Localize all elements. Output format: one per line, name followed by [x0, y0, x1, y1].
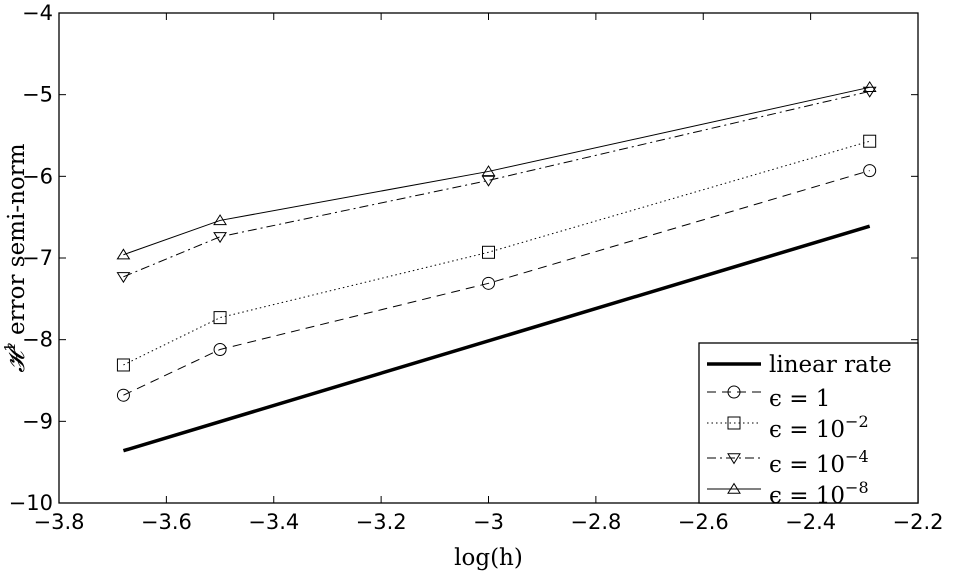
- triangle-up-marker: [727, 482, 741, 494]
- y-axis-label-sup: 1: [1, 342, 19, 352]
- y-tick-label: −5: [22, 83, 53, 107]
- legend-label-exponent: −2: [845, 412, 869, 431]
- y-tick-label: −6: [22, 164, 53, 188]
- x-tick-label: −3.6: [141, 510, 192, 534]
- legend-label-base: ϵ = 10: [769, 417, 845, 443]
- y-tick-label: −4: [22, 1, 53, 25]
- square-marker: [727, 416, 741, 430]
- triangle-down-marker: [116, 272, 131, 284]
- legend-label-exponent: −8: [845, 478, 869, 497]
- series-line: [123, 90, 870, 278]
- legend-label: linear rate: [769, 352, 892, 378]
- x-tick-label: −2.6: [678, 510, 729, 534]
- y-axis-label: 𝓗1 error semi-norm: [1, 143, 30, 372]
- series-2: [116, 134, 877, 372]
- triangle-down-marker: [481, 175, 496, 187]
- square-marker: [482, 245, 495, 259]
- triangle-up-marker: [213, 214, 227, 226]
- x-tick-label: −2.2: [893, 510, 944, 534]
- x-tick-label: −3: [473, 510, 504, 534]
- legend-label: ϵ = 10−4: [769, 447, 869, 478]
- circle-marker: [727, 385, 741, 399]
- y-tick-label: −10: [9, 491, 53, 515]
- triangle-up-marker: [481, 165, 496, 177]
- triangle-up-marker: [862, 80, 877, 93]
- y-axis-label-text: error semi-norm: [4, 143, 30, 342]
- legend-label-base: ϵ = 1: [769, 386, 830, 412]
- y-tick-label: −9: [22, 409, 53, 433]
- ticks-layer: −3.8 −3.6 −3.4 −3.2 −3 −2.8 −2.6 −2.4 −2.2 −10 −9 −…: [9, 1, 944, 534]
- legend-label-exponent: −4: [845, 447, 869, 466]
- series-line: [123, 140, 870, 366]
- y-tick-label: −8: [22, 328, 53, 352]
- legend-label: ϵ = 10−2: [769, 412, 869, 443]
- legend-label-base: linear rate: [769, 352, 892, 378]
- series-1: [116, 164, 877, 402]
- plot-frame: [58, 12, 919, 504]
- series-line: [122, 224, 871, 453]
- y-tick-label: −7: [22, 246, 53, 270]
- x-tick-label: −3.4: [248, 510, 299, 534]
- triangle-up-marker: [116, 248, 131, 260]
- square-marker: [116, 358, 130, 372]
- series-line: [123, 170, 870, 396]
- legend-label-base: ϵ = 10: [769, 483, 845, 509]
- series-line: [123, 86, 870, 256]
- triangle-down-marker: [213, 232, 227, 244]
- legend-label: ϵ = 10−8: [769, 478, 869, 509]
- x-tick-label: −2.8: [570, 510, 621, 534]
- series-layer: [116, 80, 877, 453]
- x-tick-label: −3.8: [34, 510, 85, 534]
- x-axis-label: log(h): [454, 545, 523, 571]
- x-tick-label: −3.2: [356, 510, 407, 534]
- circle-marker: [116, 388, 130, 402]
- x-tick-label: −2.4: [785, 510, 836, 534]
- series-3: [116, 86, 877, 284]
- square-marker: [213, 311, 227, 325]
- legend-label-base: ϵ = 10: [769, 452, 845, 478]
- legend-label: ϵ = 1: [769, 386, 830, 412]
- series-4: [116, 80, 877, 260]
- circle-marker: [482, 276, 495, 290]
- triangle-down-marker: [727, 453, 741, 465]
- circle-marker: [213, 342, 227, 356]
- series-0: [122, 224, 871, 453]
- square-marker: [863, 134, 877, 148]
- circle-marker: [863, 164, 877, 178]
